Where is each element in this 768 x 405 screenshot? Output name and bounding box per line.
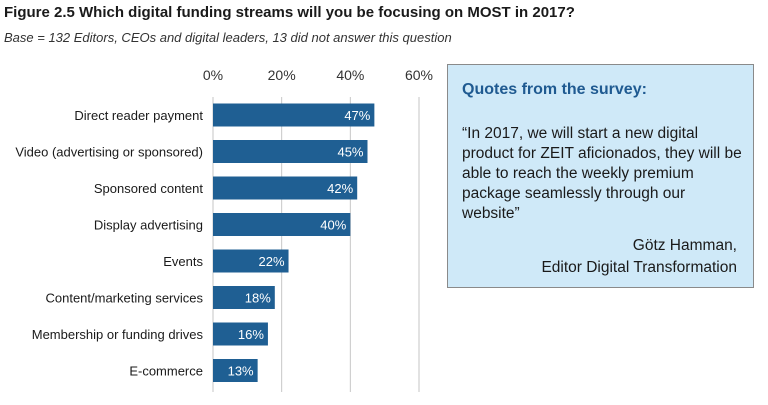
category-label: Membership or funding drives	[32, 327, 204, 342]
value-label: 13%	[228, 364, 254, 379]
bar	[213, 286, 275, 309]
bar	[213, 213, 351, 236]
bar	[213, 249, 289, 273]
quote-author: Götz Hamman,	[632, 237, 737, 254]
category-label: Sponsored content	[94, 181, 204, 196]
bar	[213, 103, 375, 127]
quote-panel: Quotes from the survey: “In 2017, we wil…	[447, 64, 754, 288]
chart-title: Figure 2.5 Which digital funding streams…	[4, 4, 575, 21]
category-label: Events	[163, 254, 203, 269]
value-label: 42%	[327, 181, 353, 196]
bar	[213, 140, 368, 163]
category-label: Content/marketing services	[45, 291, 203, 306]
value-label: 47%	[344, 108, 370, 123]
bar-chart: 0% 20% 40% 60% Direct reader payment 47% Video…	[15, 67, 433, 392]
chart-subtitle: Base = 132 Editors, CEOs and digital lea…	[4, 30, 452, 45]
labels: 0% 20% 40% 60% Direct reader payment 47% Video…	[15, 67, 433, 379]
value-label: 45%	[337, 145, 363, 160]
value-label: 16%	[238, 327, 264, 342]
quote-heading: Quotes from the survey:	[462, 81, 647, 98]
x-tick-label: 60%	[405, 67, 433, 83]
bar	[213, 322, 268, 346]
category-label: Display advertising	[94, 218, 203, 233]
bars	[213, 103, 375, 382]
bar	[213, 359, 258, 382]
value-label: 40%	[320, 218, 346, 233]
value-label: 22%	[259, 254, 285, 269]
x-tick-label: 40%	[336, 67, 364, 83]
category-label: Direct reader payment	[74, 108, 203, 123]
x-tick-label: 20%	[268, 67, 296, 83]
quote-role: Editor Digital Transformation	[541, 259, 737, 276]
x-tick-label: 0%	[203, 67, 223, 83]
quote-text: “In 2017, we will start a new digital pr…	[462, 125, 742, 222]
value-label: 18%	[245, 291, 271, 306]
category-label: E-commerce	[129, 364, 203, 379]
bar	[213, 176, 358, 200]
category-label: Video (advertising or sponsored)	[15, 145, 203, 160]
